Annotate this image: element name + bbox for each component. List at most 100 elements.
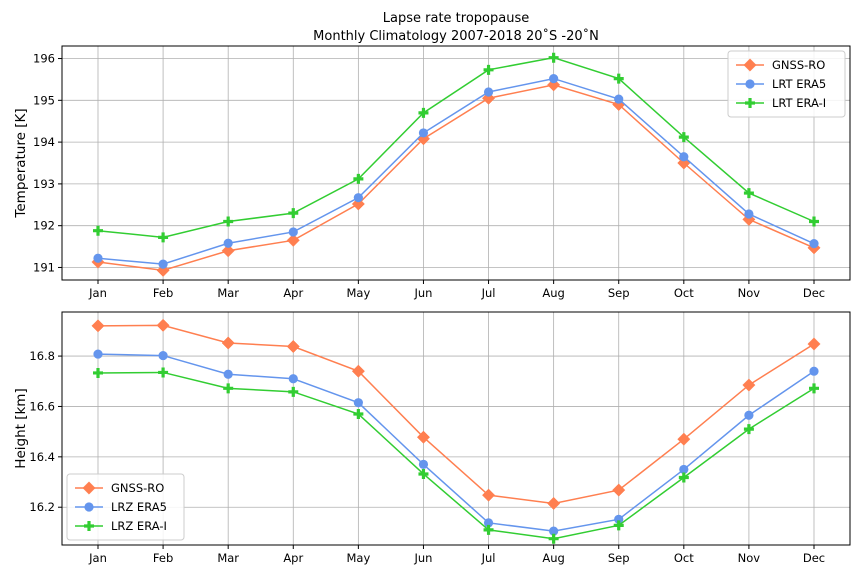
x-tick-label: Mar — [217, 551, 239, 565]
legend-label: LRZ ERA5 — [111, 500, 167, 514]
data-point — [549, 73, 559, 84]
y-axis-label: Temperature [K] — [13, 108, 29, 218]
data-point — [286, 233, 300, 247]
series-lrz-era5 — [93, 349, 819, 536]
x-tick-label: Jun — [413, 551, 432, 565]
data-point — [483, 64, 494, 75]
series-line — [97, 56, 815, 239]
data-point — [809, 239, 819, 249]
y-tick-label: 192 — [33, 219, 55, 233]
chart-title-line2: Monthly Climatology 2007-2018 20˚S -20˚N — [313, 28, 599, 44]
legend-label: GNSS-RO — [772, 58, 825, 72]
chart-title-line1: Lapse rate tropopause — [383, 11, 529, 26]
x-tick-label: Nov — [738, 286, 761, 300]
data-point — [418, 128, 429, 138]
x-tick-label: Jan — [88, 551, 107, 565]
series-line — [97, 353, 815, 532]
x-tick-label: Sep — [608, 286, 630, 300]
data-point — [744, 410, 754, 420]
plot-frame — [61, 311, 851, 546]
legend-box — [727, 50, 846, 118]
data-point — [353, 409, 364, 420]
series-line — [97, 324, 815, 505]
legend-marker — [84, 521, 94, 531]
y-tick-label: 16.2 — [29, 500, 55, 514]
data-point — [288, 227, 298, 237]
data-point — [613, 520, 624, 531]
data-point — [223, 216, 234, 227]
axes: Jan Feb Mar Apr May Jun Jul Aug Sep Oct Nov Dec 191 1… — [13, 52, 825, 300]
data-point — [613, 73, 624, 84]
data-point — [679, 152, 689, 162]
legend: GNSS-RO LRZ ERA5 LRZ ERA-I — [66, 473, 185, 541]
data-point — [418, 107, 429, 118]
series-line — [97, 84, 815, 272]
x-tick-label: Dec — [803, 551, 825, 565]
x-tick-label: Aug — [542, 551, 564, 565]
data-point — [158, 350, 168, 361]
series-gnss-ro — [91, 78, 821, 277]
data-point — [91, 319, 105, 333]
data-point — [612, 483, 626, 497]
y-axis-label: Height [km] — [13, 388, 29, 468]
data-point — [614, 514, 624, 524]
legend-label: LRT ERA-I — [772, 96, 826, 110]
data-point — [678, 472, 689, 483]
x-tick-label: Jul — [481, 551, 496, 565]
y-tick-label: 193 — [33, 177, 55, 191]
axes: Jan Feb Mar Apr May Jun Jul Aug Sep Oct Nov Dec 16.2… — [13, 349, 825, 565]
data-point — [809, 216, 819, 227]
data-point — [223, 238, 233, 248]
data-point — [743, 424, 754, 435]
data-point — [744, 209, 754, 219]
y-tick-label: 191 — [33, 260, 55, 274]
x-tick-label: May — [346, 286, 370, 300]
data-point — [743, 188, 754, 199]
series-line — [97, 371, 815, 540]
data-point — [223, 383, 234, 394]
x-tick-label: May — [346, 551, 370, 565]
data-point — [93, 349, 103, 359]
x-tick-label: Oct — [674, 551, 694, 565]
x-tick-label: Feb — [153, 551, 173, 565]
data-point — [678, 132, 689, 143]
data-point — [158, 259, 168, 269]
height-panel: Jan Feb Mar Apr May Jun Jul Aug Sep Oct Nov Dec 16.2… — [13, 311, 851, 565]
x-tick-label: Sep — [608, 551, 630, 565]
data-point — [549, 526, 559, 536]
legend: GNSS-RO LRT ERA5 LRT ERA-I — [727, 50, 846, 118]
data-point — [156, 318, 170, 332]
data-point — [807, 337, 821, 351]
data-point — [221, 336, 235, 350]
y-tick-label: 16.8 — [29, 349, 55, 363]
legend-label: LRZ ERA-I — [111, 519, 167, 533]
data-point — [548, 52, 559, 63]
series-lrt-era5 — [93, 73, 819, 269]
data-point — [483, 87, 494, 97]
data-point — [416, 430, 431, 444]
legend-label: LRT ERA5 — [772, 77, 826, 91]
x-tick-label: Jun — [413, 286, 432, 300]
data-point — [353, 398, 363, 408]
data-point — [286, 339, 300, 354]
x-tick-label: Dec — [803, 286, 825, 300]
series-gnss-ro — [91, 318, 821, 510]
data-point — [158, 232, 169, 243]
legend-box — [66, 473, 185, 541]
series-line — [97, 77, 815, 265]
legend-marker — [743, 58, 757, 72]
x-tick-label: Feb — [153, 286, 173, 300]
series-lrt-era-i — [93, 52, 819, 243]
data-point — [353, 193, 363, 203]
legend-marker — [745, 98, 755, 108]
data-point — [418, 468, 429, 479]
x-tick-label: Oct — [674, 286, 694, 300]
data-point — [353, 173, 364, 184]
x-tick-label: Jul — [481, 286, 496, 300]
temperature-panel: Jan Feb Mar Apr May Jun Jul Aug Sep Oct Nov Dec 191 1… — [13, 45, 851, 300]
data-point — [677, 432, 691, 446]
data-point — [548, 533, 559, 544]
data-point — [547, 496, 561, 510]
data-point — [288, 208, 299, 219]
